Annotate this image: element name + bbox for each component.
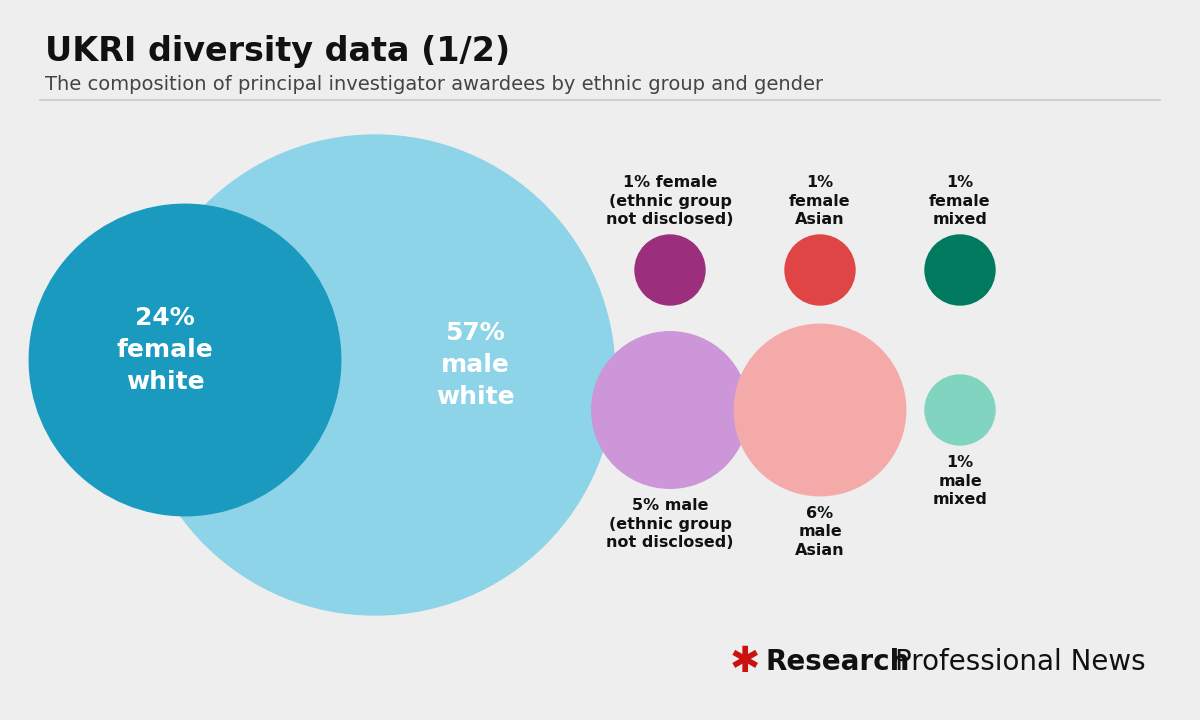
Circle shape [734, 324, 906, 496]
Text: ✱: ✱ [730, 645, 761, 679]
Text: 1%
female
mixed: 1% female mixed [929, 175, 991, 228]
Text: 6%
male
Asian: 6% male Asian [796, 505, 845, 558]
Text: Research: Research [766, 648, 910, 676]
Text: 24%
female
white: 24% female white [116, 307, 214, 394]
Circle shape [134, 135, 616, 615]
Text: UKRI diversity data (1/2): UKRI diversity data (1/2) [46, 35, 510, 68]
Circle shape [925, 375, 995, 445]
Text: The composition of principal investigator awardees by ethnic group and gender: The composition of principal investigato… [46, 75, 823, 94]
Text: 1%
female
Asian: 1% female Asian [790, 175, 851, 228]
Circle shape [785, 235, 854, 305]
Circle shape [925, 235, 995, 305]
Circle shape [592, 332, 749, 488]
Circle shape [635, 235, 706, 305]
Text: 57%
male
white: 57% male white [436, 321, 515, 409]
Text: Professional News: Professional News [895, 648, 1146, 676]
Text: 1%
male
mixed: 1% male mixed [932, 455, 988, 507]
Circle shape [29, 204, 341, 516]
Text: 1% female
(ethnic group
not disclosed): 1% female (ethnic group not disclosed) [606, 175, 733, 228]
Text: 5% male
(ethnic group
not disclosed): 5% male (ethnic group not disclosed) [606, 498, 733, 551]
